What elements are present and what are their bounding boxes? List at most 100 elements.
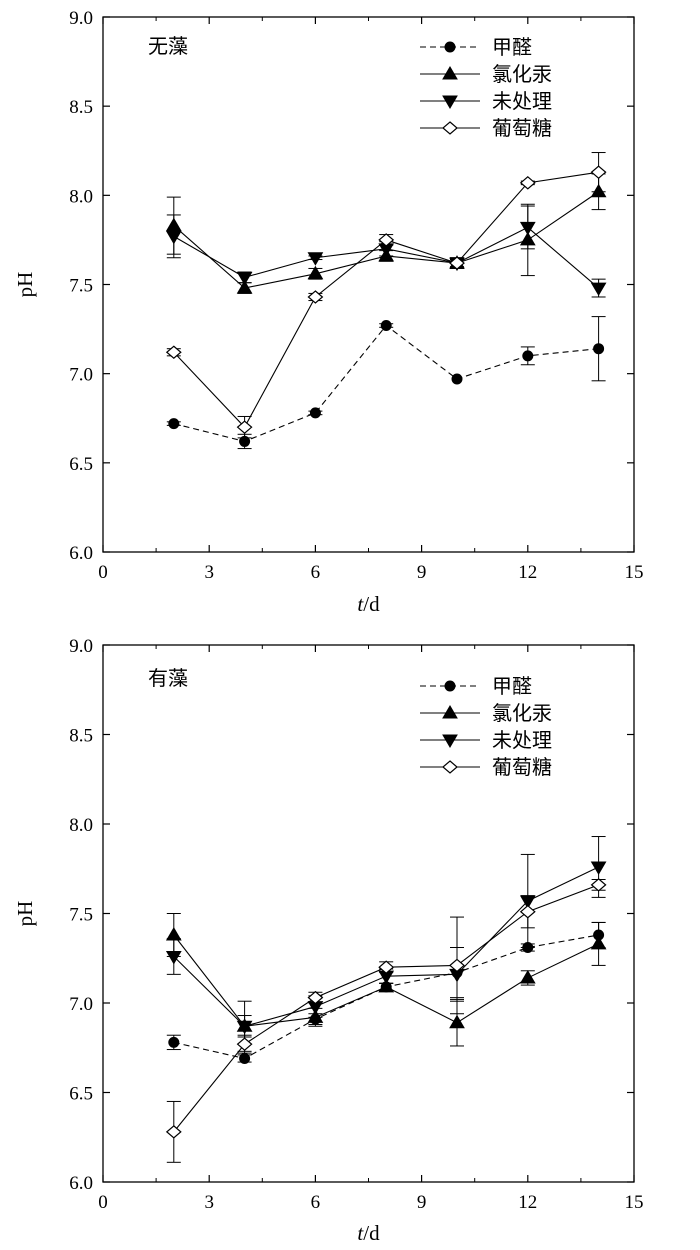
chart1-series-4-point <box>449 256 465 270</box>
chart1-legend-label: 葡萄糖 <box>492 116 552 140</box>
chart1-x-axis-label: t/d <box>357 592 380 616</box>
chart2-series-4-point <box>449 958 465 973</box>
chart2-series-3-point <box>236 1020 253 1035</box>
chart2-xtick-label: 9 <box>417 1192 427 1213</box>
chart1-series-4-line <box>173 171 599 429</box>
chart1-series-3-point <box>165 230 182 245</box>
chart2-xtick-label: 0 <box>98 1192 108 1213</box>
chart1-ytick-label: 7.0 <box>69 365 93 386</box>
chart2-series-4 <box>165 878 607 1163</box>
chart2-series-4-point <box>236 1037 253 1051</box>
chart2-ytick-label: 9.0 <box>69 636 93 657</box>
chart1-series-3 <box>165 205 607 298</box>
chart1-xtick-label: 15 <box>625 562 644 583</box>
chart1-plot-frame <box>102 16 635 553</box>
chart1-ytick-label: 8.5 <box>69 97 93 118</box>
chart1-xtick-label: 6 <box>311 562 321 583</box>
chart2-ytick-label: 6.0 <box>69 1173 93 1194</box>
chart1-series-4-point <box>519 176 536 190</box>
chart2-x-axis-label: t/d <box>357 1221 380 1245</box>
chart1-series-3-point <box>307 252 324 266</box>
chart2-series-1-point <box>239 1052 251 1064</box>
chart1-ytick-label: 6.0 <box>69 543 93 564</box>
chart2-series-4-point <box>590 878 607 892</box>
chart2-series-4-point <box>519 904 536 919</box>
chart1-legend-marker <box>442 95 458 109</box>
chart1-panel-label: 无藻 <box>148 34 188 58</box>
chart1-series-3-point <box>590 282 607 297</box>
chart2-ytick-label: 8.0 <box>69 815 93 836</box>
chart2-series-4-line <box>173 884 599 1133</box>
chart1-legend-marker <box>444 41 456 53</box>
chart1-xtick-label: 9 <box>417 562 427 583</box>
chart1-series-1-point <box>522 350 534 362</box>
chart2-ytick-label: 7.5 <box>69 905 93 926</box>
chart2-panel: 0 3 6 9 12 15 6.0 6.5 7.0 7.5 8.0 8.5 9.0 t/d pH 有藻 甲醛氯化… <box>13 636 644 1245</box>
chart1-legend-marker <box>442 66 458 80</box>
chart2-legend-label: 葡萄糖 <box>492 755 552 779</box>
chart1-series-1-point <box>168 418 180 430</box>
chart2-ytick-label: 6.5 <box>69 1084 93 1105</box>
chart2-series-2-point <box>449 1014 465 1029</box>
chart2-series-1-line <box>173 934 599 1060</box>
chart1-ytick-label: 7.5 <box>69 276 93 297</box>
chart2-legend-label: 未处理 <box>492 728 552 752</box>
chart1-series-4-point <box>590 165 607 179</box>
chart1-series-4-point <box>378 233 395 247</box>
chart1-series-1-line <box>173 324 599 443</box>
chart2-legend-label: 氯化汞 <box>492 701 552 725</box>
chart2-legend-label: 甲醛 <box>492 674 532 698</box>
chart2-xtick-label: 12 <box>518 1192 537 1213</box>
chart1-ytick-label: 8.0 <box>69 186 93 207</box>
chart1-y-axis-label: pH <box>13 272 37 298</box>
chart2-ytick-label: 7.0 <box>69 994 93 1015</box>
chart2-xtick-label: 3 <box>204 1192 214 1213</box>
chart1-series-1 <box>166 316 606 450</box>
chart1-series-1-point <box>380 320 392 332</box>
chart2-y-axis-label: pH <box>13 901 37 927</box>
chart1-xtick-label: 0 <box>98 562 108 583</box>
chart1-panel: 0 3 6 9 12 15 6.0 6.5 7.0 7.5 8.0 8.5 9.0 t/d pH 无藻 甲醛氯化… <box>13 8 644 616</box>
chart1-xtick-label: 12 <box>518 562 537 583</box>
chart1-legend-marker <box>442 121 458 135</box>
chart2-plot-frame <box>102 644 635 1183</box>
chart1-series-4-point <box>165 345 182 360</box>
chart1-series-4 <box>165 152 607 439</box>
chart2-series-1 <box>166 921 606 1064</box>
chart2-series-2-point <box>378 978 395 993</box>
chart2-series-3 <box>165 836 607 1038</box>
chart1-series-1-point <box>593 343 605 355</box>
chart2-legend-marker <box>444 680 456 692</box>
chart1-series-1-point <box>309 407 321 419</box>
chart1-xtick-label: 3 <box>204 562 214 583</box>
chart1-series-1-point <box>451 373 463 385</box>
chart2-series-3-point <box>165 950 182 965</box>
chart1-series-3-point <box>236 271 253 286</box>
chart1-series-3-point <box>519 221 536 236</box>
chart2-legend-marker <box>442 705 458 719</box>
chart1-series-4-point <box>236 420 253 434</box>
chart2-legend-marker <box>442 734 458 748</box>
chart1-ytick-label: 9.0 <box>69 8 93 29</box>
chart1-legend-label: 氯化汞 <box>492 62 552 86</box>
chart1-legend-label: 甲醛 <box>492 35 532 59</box>
chart2-ytick-label: 8.5 <box>69 726 93 747</box>
chart2-series-2-point <box>519 969 536 984</box>
chart1-ytick-label: 6.5 <box>69 454 93 475</box>
chart2-xtick-label: 15 <box>625 1192 644 1213</box>
chart1-series-2-point <box>236 280 253 294</box>
chart2-series-4-point <box>378 960 395 974</box>
chart2-legend-marker <box>442 760 458 774</box>
chart2-series-3-point <box>590 861 607 875</box>
chart2-series-1-point <box>168 1036 180 1048</box>
chart1-series-4-point <box>307 290 324 304</box>
chart2-xtick-label: 6 <box>311 1192 321 1213</box>
chart2-series-4-point <box>165 1125 182 1139</box>
chart2-series-2-point <box>590 935 607 950</box>
chart1-series-2-point <box>307 265 324 280</box>
chart2-panel-label: 有藻 <box>148 666 188 690</box>
chart1-legend-label: 未处理 <box>492 89 552 113</box>
